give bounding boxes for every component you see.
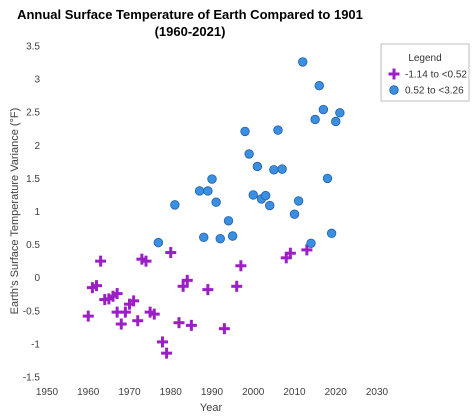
data-point-circle [331,116,341,127]
data-point-plus [284,247,296,259]
data-point-plus [301,244,313,256]
data-point-circle [322,173,333,184]
y-tick-label: -1.5 [23,373,41,384]
data-point-plus [173,317,185,329]
legend-items: -1.14 to <0.52 0.52 to <3.26 [388,68,467,97]
x-axis-ticks: 1950 1960 1970 1980 1990 2000 2010 2020 2030 [36,387,389,398]
data-point-plus [140,255,152,267]
y-tick-label: 1.5 [26,174,40,185]
data-point-circle [215,233,225,244]
data-point-plus [218,323,230,335]
x-tick-label: 1960 [77,387,100,398]
data-point-plus [95,255,107,267]
data-point-circle [289,209,300,219]
data-point-plus [231,280,243,292]
data-point-plus [181,274,193,286]
x-tick-label: 2030 [366,387,389,398]
legend-marker-circle [389,85,399,95]
x-tick-label: 2020 [325,387,348,398]
y-axis-label: Earth's Surface Temperature Variance (°F… [9,108,21,315]
data-point-circle [306,238,316,248]
data-point-circle [153,237,164,248]
data-point-plus [165,247,177,259]
y-tick-label: 3 [34,75,40,86]
data-point-plus [148,308,160,320]
x-tick-label: 2000 [242,387,265,398]
data-point-circle [273,125,283,135]
data-point-circle [265,200,275,211]
data-point-plus [132,315,144,327]
data-point-plus [157,336,168,348]
data-point-plus [202,284,214,296]
data-point-circle [248,190,258,200]
data-point-plus [235,260,247,272]
legend-label: 0.52 to <3.26 [405,86,464,97]
data-point-circle [293,196,304,206]
data-point-plus [128,295,140,307]
x-tick-label: 1970 [118,387,141,398]
data-point-circle [277,164,287,174]
data-point-circle [252,161,263,172]
chart-title: Annual Surface Temperature of Earth Comp… [17,7,363,22]
data-point-plus [185,319,197,331]
x-tick-label: 2010 [283,387,306,398]
data-point-circle [223,216,234,226]
legend-label: -1.14 to <0.52 [405,70,467,81]
x-tick-label: 1980 [160,387,183,398]
y-axis-ticks: 3.5 3 2.5 2 1.5 1 0.5 0 -0.5 -1 -1.5 [23,42,41,384]
data-point-plus [91,280,102,292]
x-tick-label: 1990 [201,387,224,398]
y-tick-label: 0 [34,273,40,284]
data-point-circle [298,57,308,67]
y-tick-label: -1 [31,339,40,350]
x-axis-label: Year [200,402,223,414]
x-tick-label: 1950 [36,387,59,398]
data-point-plus [115,318,127,330]
data-point-circle [310,114,320,125]
data-point-circle [260,190,271,201]
data-point-circle [318,104,329,115]
data-point-circle [244,149,254,159]
data-point-circle [199,232,209,243]
data-point-circle [227,231,238,241]
legend-title: Legend [408,53,441,64]
data-point-circle [203,186,213,196]
data-point-plus [177,280,189,292]
legend: Legend -1.14 to <0.52 0.52 to <3.26 [380,43,470,102]
data-point-circle [170,200,180,210]
y-tick-label: -0.5 [23,306,41,317]
data-point-plus [119,306,131,318]
y-tick-label: 0.5 [26,240,40,251]
data-point-circle [194,186,205,196]
data-point-circle [326,228,337,239]
chart-subtitle: (1960-2021) [155,24,226,39]
data-point-circle [211,197,221,207]
data-point-circle [335,108,345,118]
data-point-circle [240,126,250,137]
legend-marker-plus [388,68,400,80]
data-point-circle [207,174,217,184]
data-point-circle [314,81,324,91]
y-tick-label: 3.5 [26,42,40,53]
data-point-plus [82,310,94,322]
data-point-circle [269,165,279,175]
data-point-plus [111,288,123,300]
y-tick-label: 2 [34,141,40,152]
y-tick-label: 1 [34,207,40,218]
y-tick-label: 2.5 [26,108,40,119]
data-point-plus [161,347,173,359]
data-markers [82,57,345,359]
